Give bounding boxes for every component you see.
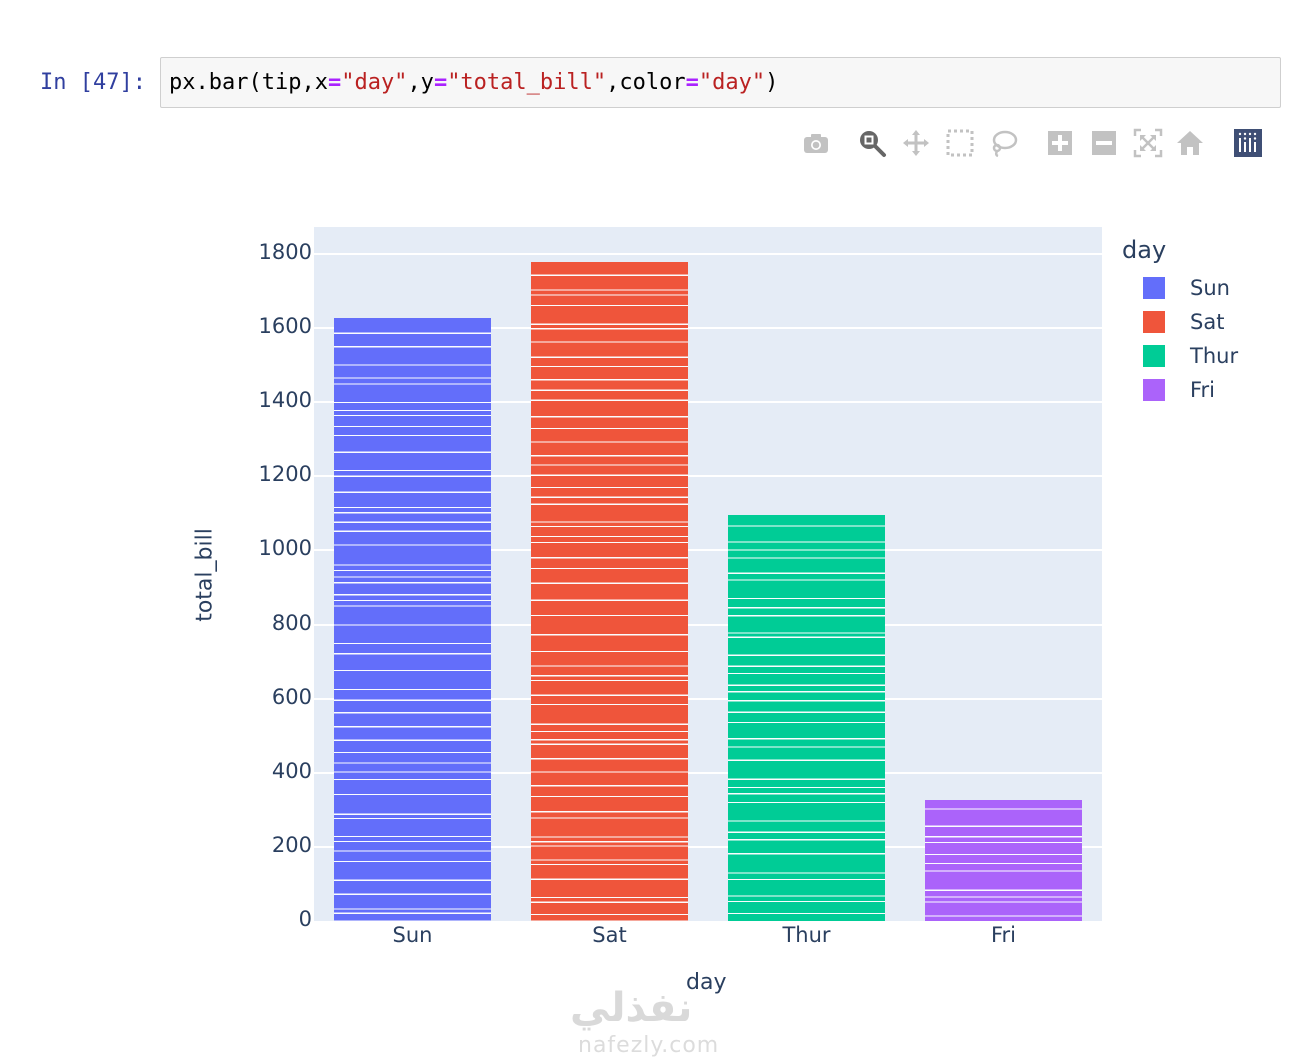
legend-item-fri[interactable]: Fri: [1143, 378, 1215, 402]
y-tick-label: 200: [271, 832, 312, 857]
legend-label: Sun: [1190, 276, 1230, 300]
bar-sun[interactable]: [334, 318, 491, 921]
legend-swatch: [1143, 345, 1165, 367]
y-tick-label: 400: [271, 758, 312, 783]
legend-item-thur[interactable]: Thur: [1143, 344, 1238, 368]
watermark-logo: نفذلي: [570, 985, 693, 1031]
bar-sat[interactable]: [531, 262, 688, 921]
zoom-in-icon: [1048, 131, 1072, 155]
camera-icon: [804, 134, 828, 153]
legend-title: day: [1122, 236, 1167, 264]
gridline: [314, 771, 1102, 774]
legend-label: Fri: [1190, 378, 1216, 402]
x-tick-label: Thur: [782, 923, 831, 947]
y-axis-title: total_bill: [192, 528, 218, 622]
x-tick-label: Fri: [990, 923, 1017, 947]
y-tick-label: 1000: [258, 536, 312, 561]
zoom-out-button[interactable]: [1088, 127, 1120, 159]
y-tick-label: 600: [271, 684, 312, 709]
bar-thur[interactable]: [728, 514, 885, 921]
autoscale-icon: [1133, 128, 1163, 158]
y-tick-label: 1600: [258, 314, 312, 339]
gridline: [314, 253, 1102, 255]
plotly-logo-button[interactable]: [1232, 127, 1264, 159]
legend-label: Thur: [1190, 344, 1239, 368]
zoom-button[interactable]: [856, 127, 888, 159]
lasso-icon: [992, 130, 1018, 158]
legend-item-sat[interactable]: Sat: [1143, 310, 1224, 334]
y-tick-label: 1200: [258, 462, 312, 487]
x-tick-label: Sat: [592, 923, 627, 947]
y-tick-label: 800: [271, 610, 312, 635]
zoom-in-button[interactable]: [1044, 127, 1076, 159]
bar-fri[interactable]: [925, 800, 1082, 921]
code-cell[interactable]: px.bar(tip,x="day",y="total_bill",color=…: [160, 57, 1281, 108]
y-tick-label: 1800: [258, 240, 312, 264]
gridline: [314, 845, 1102, 848]
gridline: [314, 327, 1102, 330]
gridline: [314, 549, 1102, 552]
legend-swatch: [1143, 379, 1165, 401]
pan-icon: [903, 130, 929, 156]
box-select-button[interactable]: [944, 127, 976, 159]
x-tick-label: Sun: [392, 923, 433, 947]
watermark-url: nafezly.com: [578, 1033, 720, 1058]
zoom-out-icon: [1092, 131, 1116, 155]
home-icon: [1177, 131, 1203, 155]
zoom-icon: [860, 131, 886, 157]
y-tick-label: 1400: [258, 388, 312, 413]
plotly-logo-icon: [1234, 129, 1262, 157]
legend-label: Sat: [1190, 310, 1225, 334]
gridline: [314, 475, 1102, 478]
pan-button[interactable]: [900, 127, 932, 159]
legend-swatch: [1143, 277, 1165, 299]
autoscale-button[interactable]: [1132, 127, 1164, 159]
lasso-select-button[interactable]: [988, 127, 1020, 159]
gridline: [314, 623, 1102, 626]
box-select-icon: [946, 129, 974, 157]
x-axis-title: day: [686, 970, 727, 995]
download-png-button[interactable]: [800, 127, 832, 159]
reset-axes-button[interactable]: [1174, 127, 1206, 159]
gridline: [314, 697, 1102, 700]
legend-swatch: [1143, 311, 1165, 333]
gridline: [314, 401, 1102, 404]
legend-item-sun[interactable]: Sun: [1143, 276, 1230, 300]
code-text: px.bar(tip,x="day",y="total_bill",color=…: [169, 70, 779, 95]
y-tick-label: 0: [298, 907, 312, 931]
input-prompt: In [47]:: [40, 70, 146, 95]
